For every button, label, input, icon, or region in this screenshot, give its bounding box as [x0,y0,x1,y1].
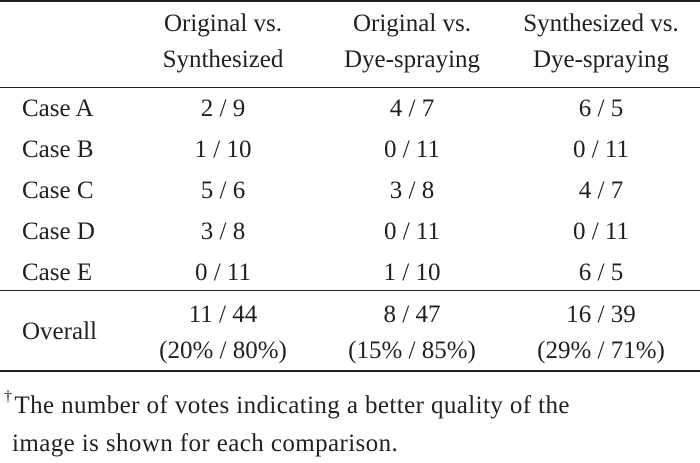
table-cell: 0 / 11 [194,259,252,286]
footnote-line-1: †The number of votes indicating a better… [4,378,698,425]
footnote-text: image is shown for each comparison. [12,430,399,457]
footnote-line-2: image is shown for each comparison. [4,425,698,463]
header-line: Original vs. [352,10,472,37]
overall-count: 16 / 39 [566,301,636,328]
table-cell: 2 / 9 [200,95,246,122]
overall-rule [0,290,700,291]
header-original-vs-synthesized: Original vs. Synthesized [143,6,303,78]
row-label-case-c: Case C [22,177,94,204]
table-cell: 4 / 7 [389,95,435,122]
table-cell: 3 / 8 [200,218,246,245]
header-line: Dye-spraying [343,46,481,73]
row-label-overall: Overall [22,318,97,345]
row-label-case-b: Case B [22,136,94,163]
table-cell: 0 / 11 [383,136,441,163]
footnote-marker: † [4,388,13,405]
row-label-case-a: Case A [22,95,94,122]
overall-percent: (29% / 71%) [537,337,665,364]
table-cell: 5 / 6 [200,177,246,204]
header-line: Synthesized vs. [523,10,679,37]
table-cell: 3 / 8 [389,177,435,204]
header-line: Original vs. [163,10,283,37]
table-cell: 1 / 10 [194,136,252,163]
table-cell: 0 / 11 [572,136,630,163]
row-label-case-d: Case D [22,218,95,245]
header-line: Synthesized [162,46,284,73]
table-cell: 4 / 7 [578,177,624,204]
table-cell: 1 / 10 [383,259,441,286]
table-cell: 0 / 11 [383,218,441,245]
header-original-vs-dye-spraying: Original vs. Dye-spraying [327,6,497,78]
overall-percent: (20% / 80%) [159,337,287,364]
header-synthesized-vs-dye-spraying: Synthesized vs. Dye-spraying [511,6,691,78]
top-rule [0,0,700,2]
table-cell: 6 / 5 [578,259,624,286]
footnote-text: The number of votes indicating a better … [14,392,570,419]
overall-percent: (15% / 85%) [348,337,476,364]
overall-count: 8 / 47 [383,301,441,328]
bottom-rule [0,370,700,372]
header-rule [0,87,700,88]
overall-count: 11 / 44 [188,301,258,328]
header-line: Dye-spraying [532,46,670,73]
table-cell: 6 / 5 [578,95,624,122]
row-label-case-e: Case E [22,259,93,286]
footnote: †The number of votes indicating a better… [4,378,698,463]
table-cell: 0 / 11 [572,218,630,245]
